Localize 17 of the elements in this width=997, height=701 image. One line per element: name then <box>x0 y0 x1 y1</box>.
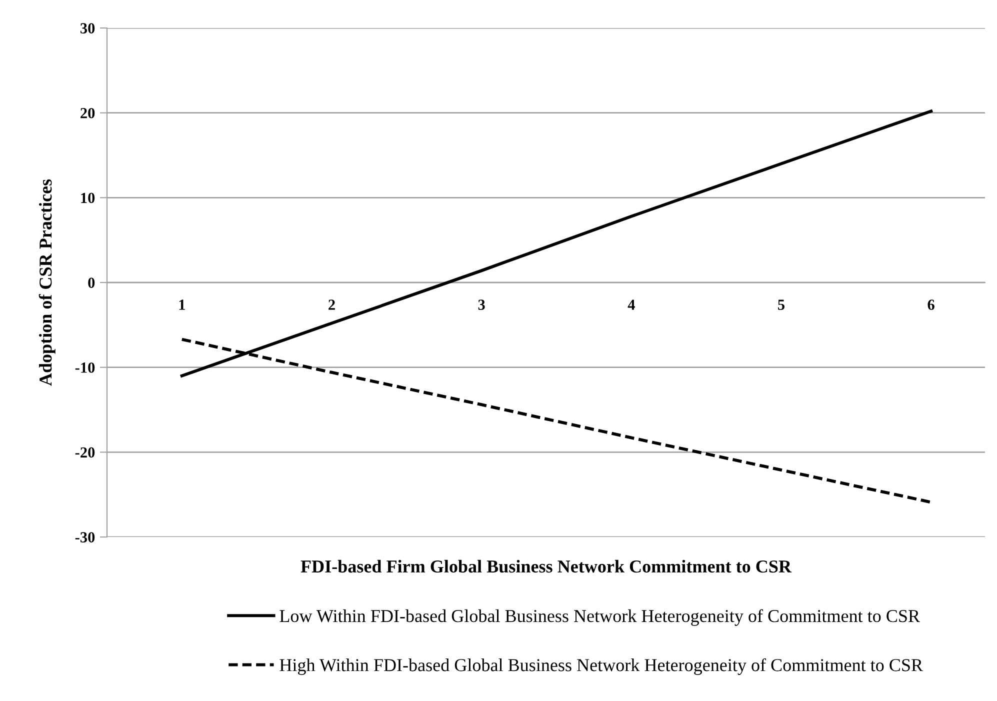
x-tick-label: 1 <box>179 300 185 310</box>
y-tick-label: -10 <box>75 362 95 373</box>
legend-label: Low Within FDI-based Global Business Network Heterogeneity of Commitment to CSR <box>280 609 920 626</box>
x-tick-label: 6 <box>928 300 934 310</box>
y-tick-label: 10 <box>81 192 95 204</box>
x-tick-label: 5 <box>778 300 784 310</box>
legend-label: High Within FDI-based Global Business Network Heterogeneity of Commitment to CSR <box>280 658 924 675</box>
x-tick-label: 3 <box>478 300 485 310</box>
y-tick-label: 30 <box>80 23 95 34</box>
x-tick-label: 2 <box>328 300 335 310</box>
x-axis-title: FDI-based Firm Global Business Network Commitment to CSR <box>300 560 792 573</box>
x-tick-label: 4 <box>628 300 635 310</box>
y-axis-title: Adoption of CSR Practices <box>38 179 56 386</box>
y-tick-label: -20 <box>75 447 95 458</box>
y-tick-label: -30 <box>75 532 95 542</box>
y-tick-label: 0 <box>88 278 95 288</box>
y-tick-label: 20 <box>80 108 95 118</box>
